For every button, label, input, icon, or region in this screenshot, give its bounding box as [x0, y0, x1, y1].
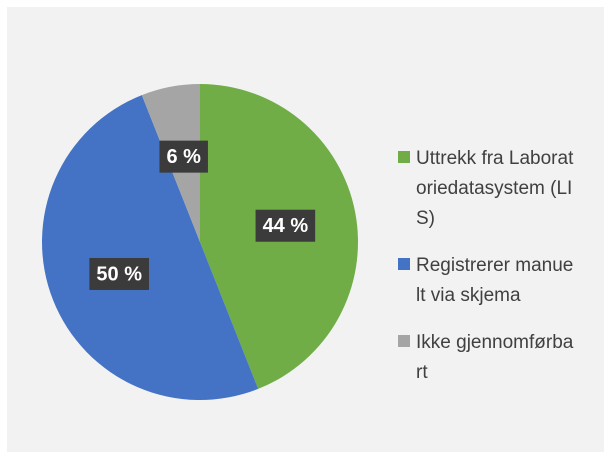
data-label-box — [89, 257, 149, 290]
legend-label: Ikke gjennomførbart — [416, 332, 574, 383]
legend-label: Uttrekk fra Laboratoriedatasystem (LIS) — [416, 148, 574, 229]
legend-swatch — [398, 335, 410, 347]
data-label-text: 6 % — [166, 146, 201, 168]
data-label: 50 % — [89, 257, 149, 290]
legend-item: Uttrekk fra Laboratoriedatasystem (LIS) — [398, 144, 598, 234]
data-label: 44 % — [255, 209, 316, 242]
legend-item: Ikke gjennomførbart — [398, 328, 598, 388]
data-label-text: 50 % — [96, 263, 142, 285]
pie-slice — [42, 95, 259, 401]
legend-swatch — [398, 151, 410, 163]
data-label-text: 44 % — [263, 215, 309, 237]
legend: Uttrekk fra Laboratoriedatasystem (LIS) R… — [398, 144, 598, 405]
data-label: 6 % — [159, 140, 208, 173]
legend-swatch — [398, 258, 410, 270]
data-label-box — [255, 209, 316, 242]
legend-label: Registrerer manuelt via skjema — [416, 255, 574, 306]
data-label-box — [159, 140, 208, 173]
legend-item: Registrerer manuelt via skjema — [398, 251, 598, 311]
